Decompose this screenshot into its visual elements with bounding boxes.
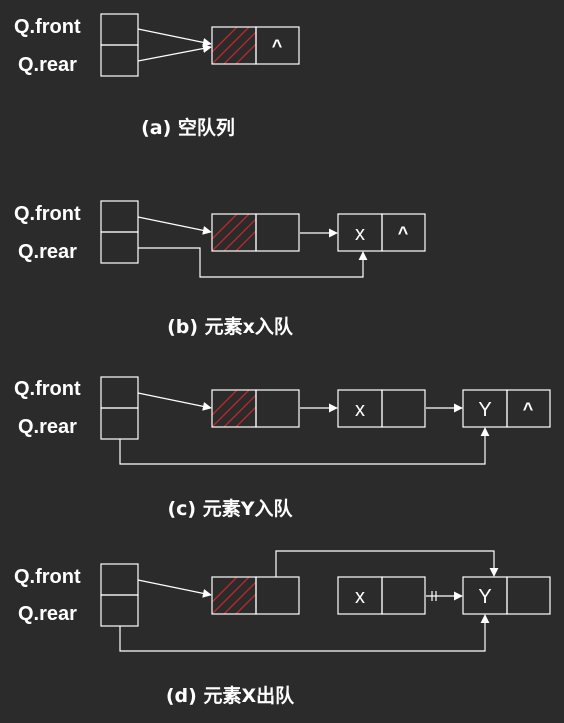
rear-arrow bbox=[119, 427, 490, 465]
rear-pointer-cell bbox=[100, 594, 139, 627]
panel-d: Q.front Q.rear x Y bbox=[14, 550, 551, 707]
caption-a: (a) 空队列 bbox=[141, 116, 235, 139]
head-node bbox=[211, 389, 300, 428]
panel-b: Q.front Q.rear x ^ (b) 元素x入队 bbox=[14, 200, 426, 338]
node-y-value: Y bbox=[478, 586, 491, 608]
node-x-value: x bbox=[355, 223, 365, 245]
node-x-next-cell bbox=[381, 389, 426, 428]
break-mark bbox=[431, 591, 437, 601]
node-y-next-cell bbox=[506, 389, 551, 428]
rear-arrow bbox=[119, 614, 490, 652]
front-label: Q.front bbox=[14, 566, 81, 588]
node-y-value: Y bbox=[478, 399, 491, 421]
node-x-value: x bbox=[355, 399, 365, 421]
node-y: Y ^ bbox=[462, 389, 551, 428]
front-pointer-cell bbox=[100, 563, 139, 596]
node-y-next-cell bbox=[506, 576, 551, 615]
rear-label: Q.rear bbox=[18, 54, 77, 76]
head-node bbox=[211, 213, 300, 252]
node-x-value: x bbox=[355, 586, 365, 608]
head-node-hatch bbox=[212, 577, 256, 614]
panel-a: Q.front Q.rear ^ (a) 空队列 bbox=[14, 13, 300, 139]
node-x: x ^ bbox=[337, 213, 426, 252]
front-arrow bbox=[137, 28, 212, 47]
front-arrow bbox=[137, 579, 212, 598]
rear-label: Q.rear bbox=[18, 603, 77, 625]
caption-c: (c) 元素Y入队 bbox=[167, 497, 293, 520]
head-node-next-cell bbox=[255, 213, 300, 252]
rear-pointer-cell bbox=[100, 44, 139, 77]
front-arrow bbox=[137, 216, 212, 235]
rear-label: Q.rear bbox=[18, 416, 77, 438]
rear-arrow bbox=[137, 44, 212, 62]
caption-b: (b) 元素x入队 bbox=[167, 315, 294, 338]
head-node-next-cell bbox=[255, 26, 300, 65]
node-y: Y bbox=[462, 576, 551, 615]
front-arrow bbox=[137, 392, 212, 411]
null-pointer-symbol: ^ bbox=[272, 36, 283, 56]
front-label: Q.front bbox=[14, 16, 81, 38]
node-x: x bbox=[337, 389, 426, 428]
head-node: ^ bbox=[211, 26, 300, 65]
node-x-next-cell bbox=[381, 576, 426, 615]
head-node-hatch bbox=[212, 390, 256, 427]
rear-label: Q.rear bbox=[18, 241, 77, 263]
null-pointer-symbol: ^ bbox=[398, 223, 409, 243]
front-pointer-cell bbox=[100, 200, 139, 233]
front-pointer-cell bbox=[100, 13, 139, 46]
head-bypass-arrow bbox=[275, 550, 499, 577]
null-pointer-symbol: ^ bbox=[523, 399, 534, 419]
caption-d: (d) 元素X出队 bbox=[166, 684, 295, 707]
rear-pointer-cell bbox=[100, 407, 139, 440]
head-node-next-cell bbox=[255, 576, 300, 615]
front-label: Q.front bbox=[14, 203, 81, 225]
panel-c: Q.front Q.rear x Y ^ bbox=[14, 376, 551, 520]
node-x: x bbox=[337, 576, 426, 615]
node-x-next-cell bbox=[381, 213, 426, 252]
head-node-hatch bbox=[212, 214, 256, 251]
head-node bbox=[211, 576, 300, 615]
head-node-hatch bbox=[212, 27, 256, 64]
front-pointer-cell bbox=[100, 376, 139, 409]
front-label: Q.front bbox=[14, 378, 81, 400]
rear-arrow bbox=[138, 247, 368, 278]
rear-pointer-cell bbox=[100, 231, 139, 264]
head-node-next-cell bbox=[255, 389, 300, 428]
